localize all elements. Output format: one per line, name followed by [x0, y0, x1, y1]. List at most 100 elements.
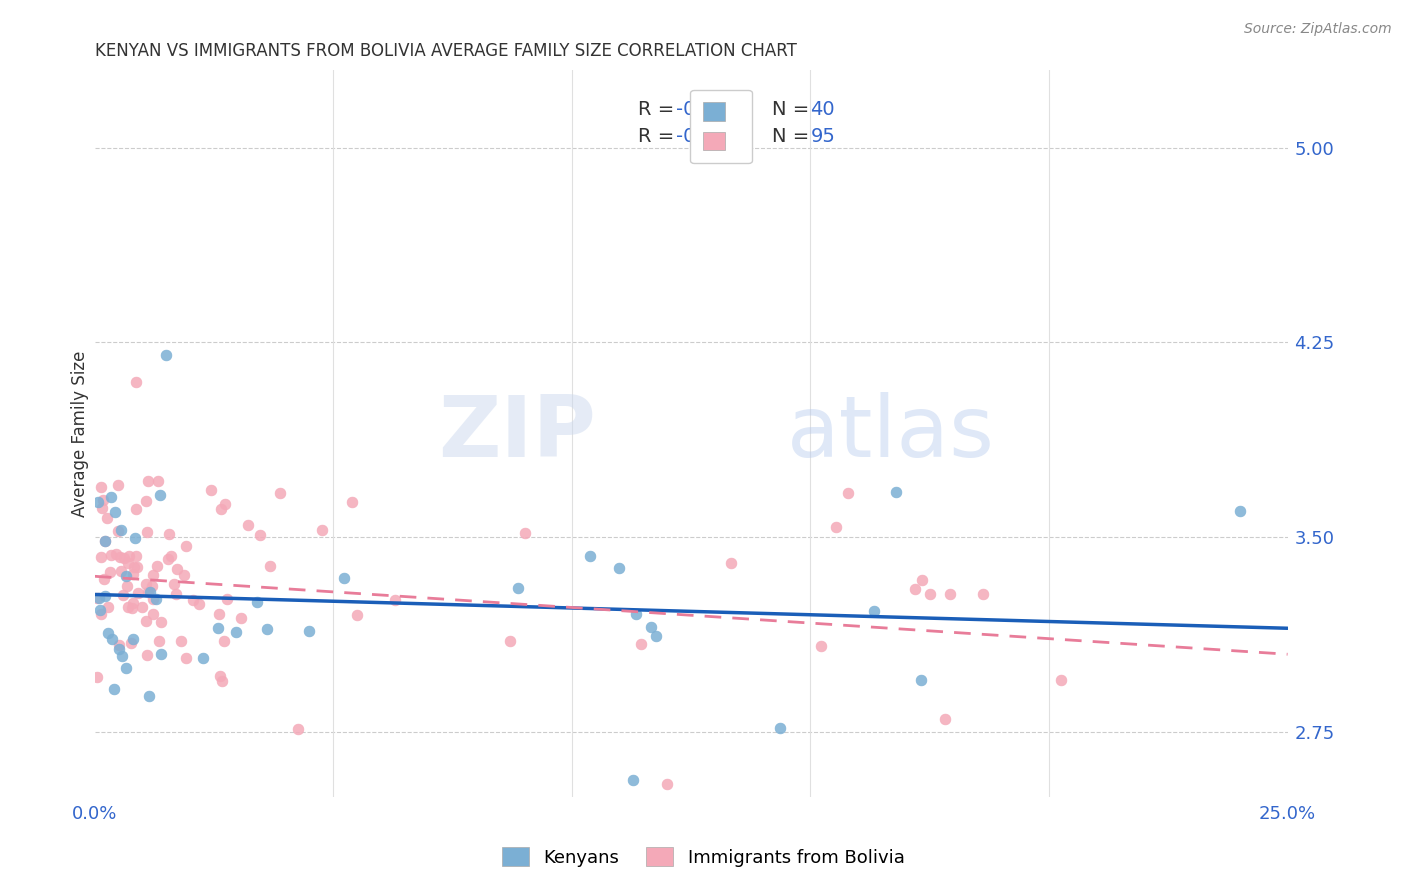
- Point: [146, 474, 169, 488]
- Point: [111, 649, 134, 664]
- Point: [108, 638, 131, 652]
- Point: [91, 500, 114, 515]
- Point: [139, 585, 162, 599]
- Point: [624, 607, 647, 621]
- Point: [122, 596, 145, 610]
- Point: [207, 621, 229, 635]
- Y-axis label: Average Family Size: Average Family Size: [72, 351, 89, 516]
- Point: [657, 777, 679, 791]
- Point: [135, 524, 157, 539]
- Point: [311, 523, 333, 537]
- Legend: Kenyans, Immigrants from Bolivia: Kenyans, Immigrants from Bolivia: [495, 840, 911, 874]
- Point: [136, 584, 159, 599]
- Text: ZIP: ZIP: [439, 392, 596, 475]
- Point: [187, 597, 209, 611]
- Point: [122, 632, 145, 647]
- Point: [94, 589, 117, 603]
- Point: [120, 635, 142, 649]
- Text: N =: N =: [772, 100, 815, 119]
- Point: [259, 559, 281, 574]
- Point: [824, 520, 846, 534]
- Point: [384, 592, 406, 607]
- Point: [100, 491, 122, 505]
- Text: 95: 95: [810, 128, 835, 146]
- Point: [340, 495, 363, 509]
- Text: atlas: atlas: [786, 392, 994, 475]
- Point: [100, 632, 122, 646]
- Point: [149, 488, 172, 502]
- Point: [621, 772, 644, 787]
- Point: [160, 549, 183, 563]
- Point: [918, 587, 941, 601]
- Point: [122, 560, 145, 574]
- Point: [155, 348, 177, 362]
- Point: [110, 564, 132, 578]
- Point: [157, 526, 180, 541]
- Point: [117, 600, 139, 615]
- Point: [720, 556, 742, 570]
- Point: [640, 620, 662, 634]
- Point: [214, 497, 236, 511]
- Point: [238, 517, 260, 532]
- Point: [938, 587, 960, 601]
- Point: [141, 578, 163, 592]
- Point: [135, 494, 157, 508]
- Point: [138, 690, 160, 704]
- Point: [115, 661, 138, 675]
- Point: [579, 549, 602, 563]
- Point: [97, 599, 120, 614]
- Point: [287, 722, 309, 736]
- Point: [125, 549, 148, 563]
- Point: [90, 550, 112, 565]
- Point: [229, 611, 252, 625]
- Point: [98, 565, 121, 579]
- Text: 40: 40: [810, 100, 835, 119]
- Point: [174, 651, 197, 665]
- Point: [972, 587, 994, 601]
- Text: Source: ZipAtlas.com: Source: ZipAtlas.com: [1244, 22, 1392, 37]
- Point: [103, 681, 125, 696]
- Point: [173, 567, 195, 582]
- Point: [121, 600, 143, 615]
- Point: [127, 560, 149, 574]
- Point: [215, 591, 238, 606]
- Point: [148, 634, 170, 648]
- Point: [200, 483, 222, 498]
- Point: [110, 523, 132, 537]
- Point: [269, 485, 291, 500]
- Point: [910, 673, 932, 687]
- Point: [863, 604, 886, 618]
- Point: [136, 648, 159, 663]
- Point: [121, 567, 143, 582]
- Point: [100, 549, 122, 563]
- Point: [256, 622, 278, 636]
- Point: [1229, 504, 1251, 518]
- Point: [209, 502, 232, 516]
- Point: [112, 588, 135, 602]
- Point: [174, 539, 197, 553]
- Point: [97, 625, 120, 640]
- Point: [93, 573, 115, 587]
- Point: [246, 594, 269, 608]
- Point: [127, 586, 149, 600]
- Point: [117, 579, 139, 593]
- Point: [131, 599, 153, 614]
- Legend: , : ,: [690, 89, 752, 163]
- Text: -0.146: -0.146: [676, 100, 738, 119]
- Point: [115, 569, 138, 583]
- Point: [346, 608, 368, 623]
- Point: [150, 647, 173, 661]
- Point: [118, 549, 141, 563]
- Point: [108, 550, 131, 565]
- Point: [96, 511, 118, 525]
- Point: [214, 634, 236, 648]
- Point: [135, 614, 157, 628]
- Point: [94, 533, 117, 548]
- Point: [136, 474, 159, 488]
- Point: [211, 674, 233, 689]
- Point: [89, 603, 111, 617]
- Point: [607, 560, 630, 574]
- Point: [499, 633, 522, 648]
- Point: [165, 587, 187, 601]
- Point: [125, 376, 148, 390]
